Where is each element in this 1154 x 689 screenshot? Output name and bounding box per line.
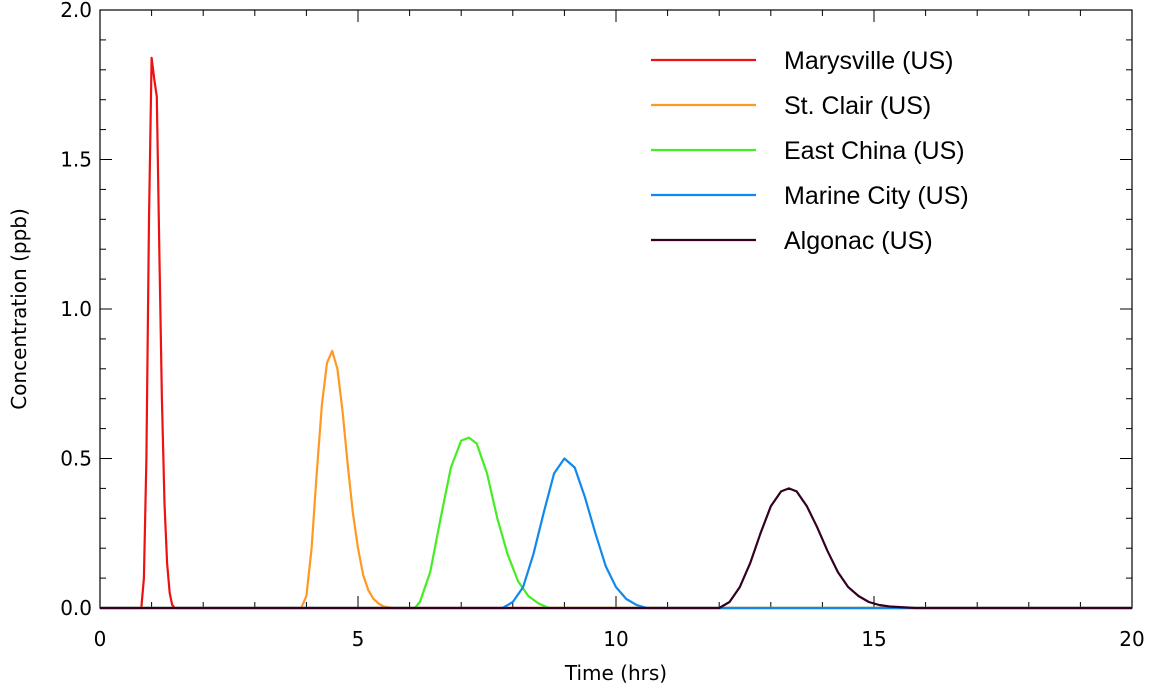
legend-label: Algonac (US) (784, 227, 933, 255)
axis-tick-labels: 0 5 10 15 20 0.0 0.5 1.0 1.5 2.0 (60, 0, 1145, 651)
series-line-st-clair-us (100, 349, 1132, 610)
x-axis-title: Time (hrs) (564, 661, 667, 685)
x-tick-label: 10 (603, 627, 628, 651)
x-tick-label: 0 (94, 627, 107, 651)
y-tick-label: 0.0 (60, 596, 92, 620)
x-tick-label: 20 (1119, 627, 1144, 651)
series-line-marysville-us (100, 56, 1132, 610)
y-tick-label: 0.5 (60, 447, 92, 471)
legend-label: East China (US) (784, 137, 965, 165)
y-axis-title: Concentration (ppb) (7, 208, 31, 410)
series-layer (100, 56, 1132, 610)
y-tick-label: 1.5 (60, 148, 92, 172)
y-tick-label: 1.0 (60, 297, 92, 321)
legend-label: Marysville (US) (784, 47, 953, 75)
plot-frame (99, 9, 1133, 609)
legend-label: Marine City (US) (784, 182, 969, 210)
x-tick-label: 5 (352, 627, 365, 651)
x-tick-label: 15 (861, 627, 886, 651)
series-line-east-china-us (100, 436, 1132, 610)
series-line-marine-city-us (100, 457, 1132, 610)
series-line-algonac-us (100, 487, 1132, 610)
legend-label: St. Clair (US) (784, 92, 931, 120)
legend: Marysville (US) St. Clair (US) East China … (651, 47, 969, 255)
y-tick-label: 2.0 (60, 0, 92, 22)
axis-ticks (99, 9, 1133, 609)
